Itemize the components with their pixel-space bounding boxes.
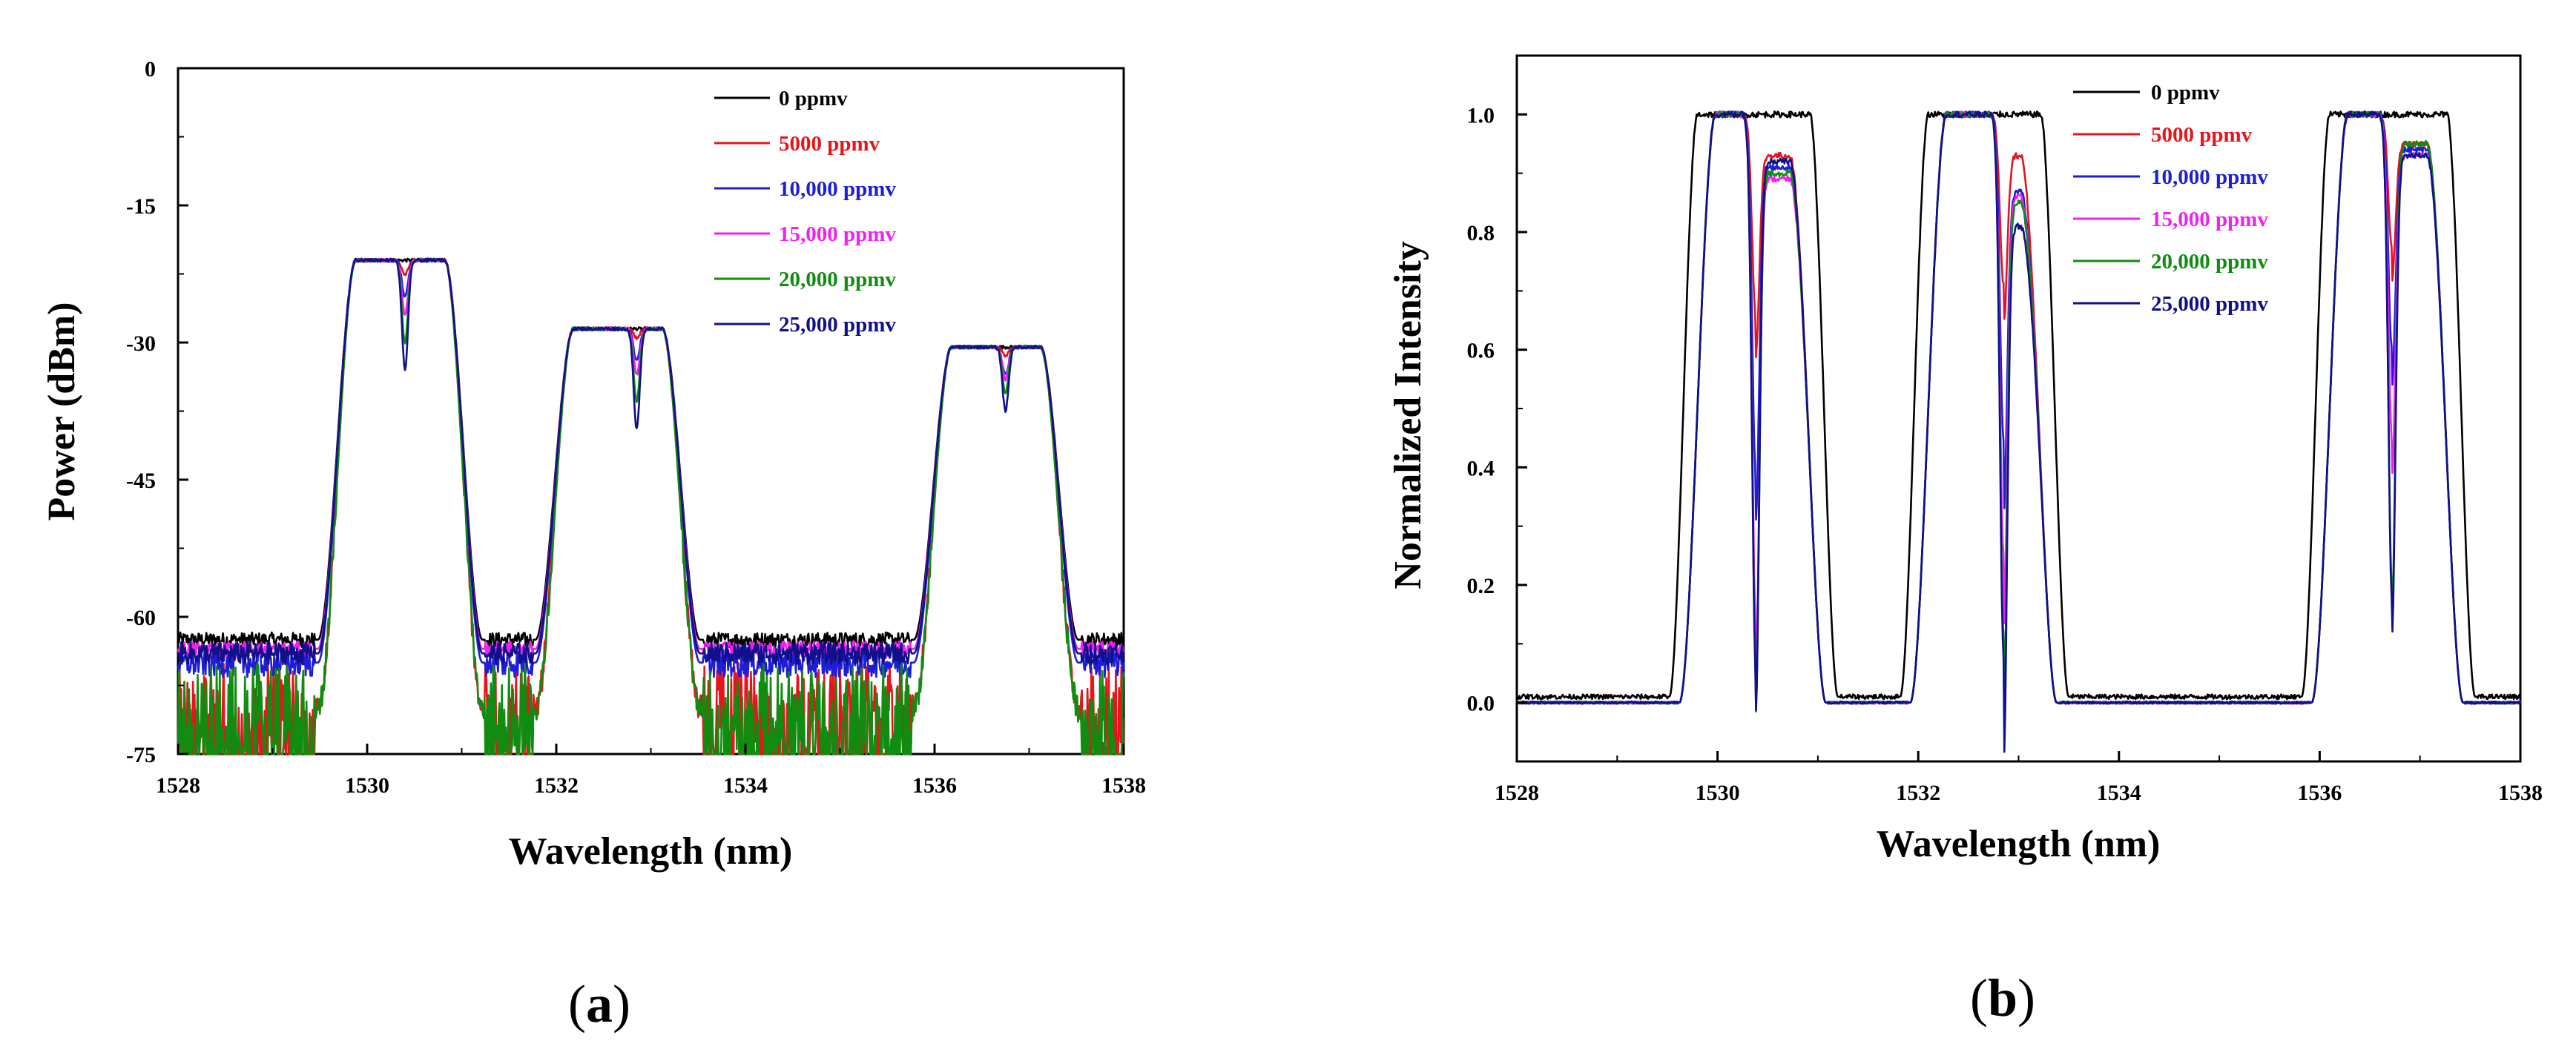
x-tick-label-a-4: 1536 [912,773,957,798]
x-tick-label-a-1: 1530 [345,773,389,798]
x-tick-label-a-2: 1532 [534,773,579,798]
y-tick-label-b-2: 0.4 [1467,456,1495,480]
x-tick-label-b-1: 1530 [1696,781,1740,805]
y-tick-label-b-1: 0.2 [1467,574,1495,598]
y-tick-label-a-1: -15 [126,194,156,219]
series-line-b-4 [1516,110,2521,713]
panel-b: 0.00.20.40.60.81.0 1528 1530 1532 1534 1536 1… [1387,54,2543,1028]
legend-label-a-0: 0 ppmv [779,87,848,110]
legend-label-b-2: 10,000 ppmv [2151,165,2268,189]
caption-letter-a: a [586,974,613,1034]
y-ticks-a: 0 -15 -30 -45 -60 -75 [126,57,188,767]
legend-a: 0 ppmv 5000 ppmv 10,000 ppmv 15,000 ppmv 20,… [714,87,896,337]
x-ticks-b: 1528 1530 1532 1534 1536 1538 [1495,751,2543,805]
x-tick-label-b-3: 1534 [2097,781,2141,805]
legend-label-a-1: 5000 ppmv [779,132,880,156]
series-line-a-1 [177,257,1125,756]
y-axis-label-b: Normalized Intensity [1387,241,1429,589]
legend-label-a-2: 10,000 ppmv [779,177,896,201]
series-line-a-0 [177,257,1125,648]
panel-a: 0 -15 -30 -45 -60 -75 1528 1530 1532 1534 1536 153… [41,57,1146,1034]
y-tick-label-a-2: -30 [126,331,156,356]
plot-area-b [1515,54,2522,763]
legend-label-b-5: 25,000 ppmv [2151,292,2268,316]
series-line-a-4 [177,257,1125,756]
caption-a: (a) [568,974,630,1034]
legend-label-a-3: 15,000 ppmv [779,222,896,246]
x-tick-label-a-5: 1538 [1101,773,1146,798]
x-tick-label-a-3: 1534 [723,773,768,798]
legend-label-b-1: 5000 ppmv [2151,123,2253,147]
caption-b: (b) [1970,968,2035,1028]
y-tick-label-a-5: -75 [126,743,156,767]
x-tick-label-b-4: 1536 [2297,781,2342,805]
y-axis-label-a: Power (dBm) [41,302,83,520]
series-line-a-2 [177,257,1125,678]
traces-a [177,257,1125,756]
caption-letter-b: b [1988,968,2017,1028]
legend-b: 0 ppmv 5000 ppmv 10,000 ppmv 15,000 ppmv 20,… [2073,81,2268,316]
legend-label-b-0: 0 ppmv [2151,81,2220,105]
y-tick-label-a-4: -60 [126,606,156,630]
traces-b [1515,110,2522,753]
x-ticks-a: 1528 1530 1532 1534 1536 1538 [156,744,1146,798]
legend-label-a-5: 25,000 ppmv [779,313,896,337]
series-line-a-5 [177,257,1125,666]
x-tick-label-b-2: 1532 [1896,781,1940,805]
legend-label-b-4: 20,000 ppmv [2151,250,2268,274]
y-tick-label-a-0: 0 [145,57,156,82]
x-tick-label-b-0: 1528 [1495,781,1539,805]
series-line-a-3 [177,257,1125,658]
x-axis-label-a: Wavelength (nm) [509,830,793,873]
legend-label-b-3: 15,000 ppmv [2151,208,2268,231]
y-tick-label-b-3: 0.6 [1467,339,1495,363]
x-axis-label-b: Wavelength (nm) [1877,823,2161,865]
y-tick-label-b-4: 0.8 [1467,221,1495,245]
y-ticks-b: 0.0 0.2 0.4 0.6 0.8 1.0 [1467,103,1527,716]
y-tick-label-b-5: 1.0 [1467,103,1495,128]
x-tick-label-a-0: 1528 [156,773,200,798]
legend-label-a-4: 20,000 ppmv [779,268,896,291]
y-tick-label-b-0: 0.0 [1467,692,1495,716]
series-line-b-5 [1516,110,2522,753]
y-tick-label-a-3: -45 [126,469,156,493]
x-tick-label-b-5: 1538 [2498,781,2543,805]
